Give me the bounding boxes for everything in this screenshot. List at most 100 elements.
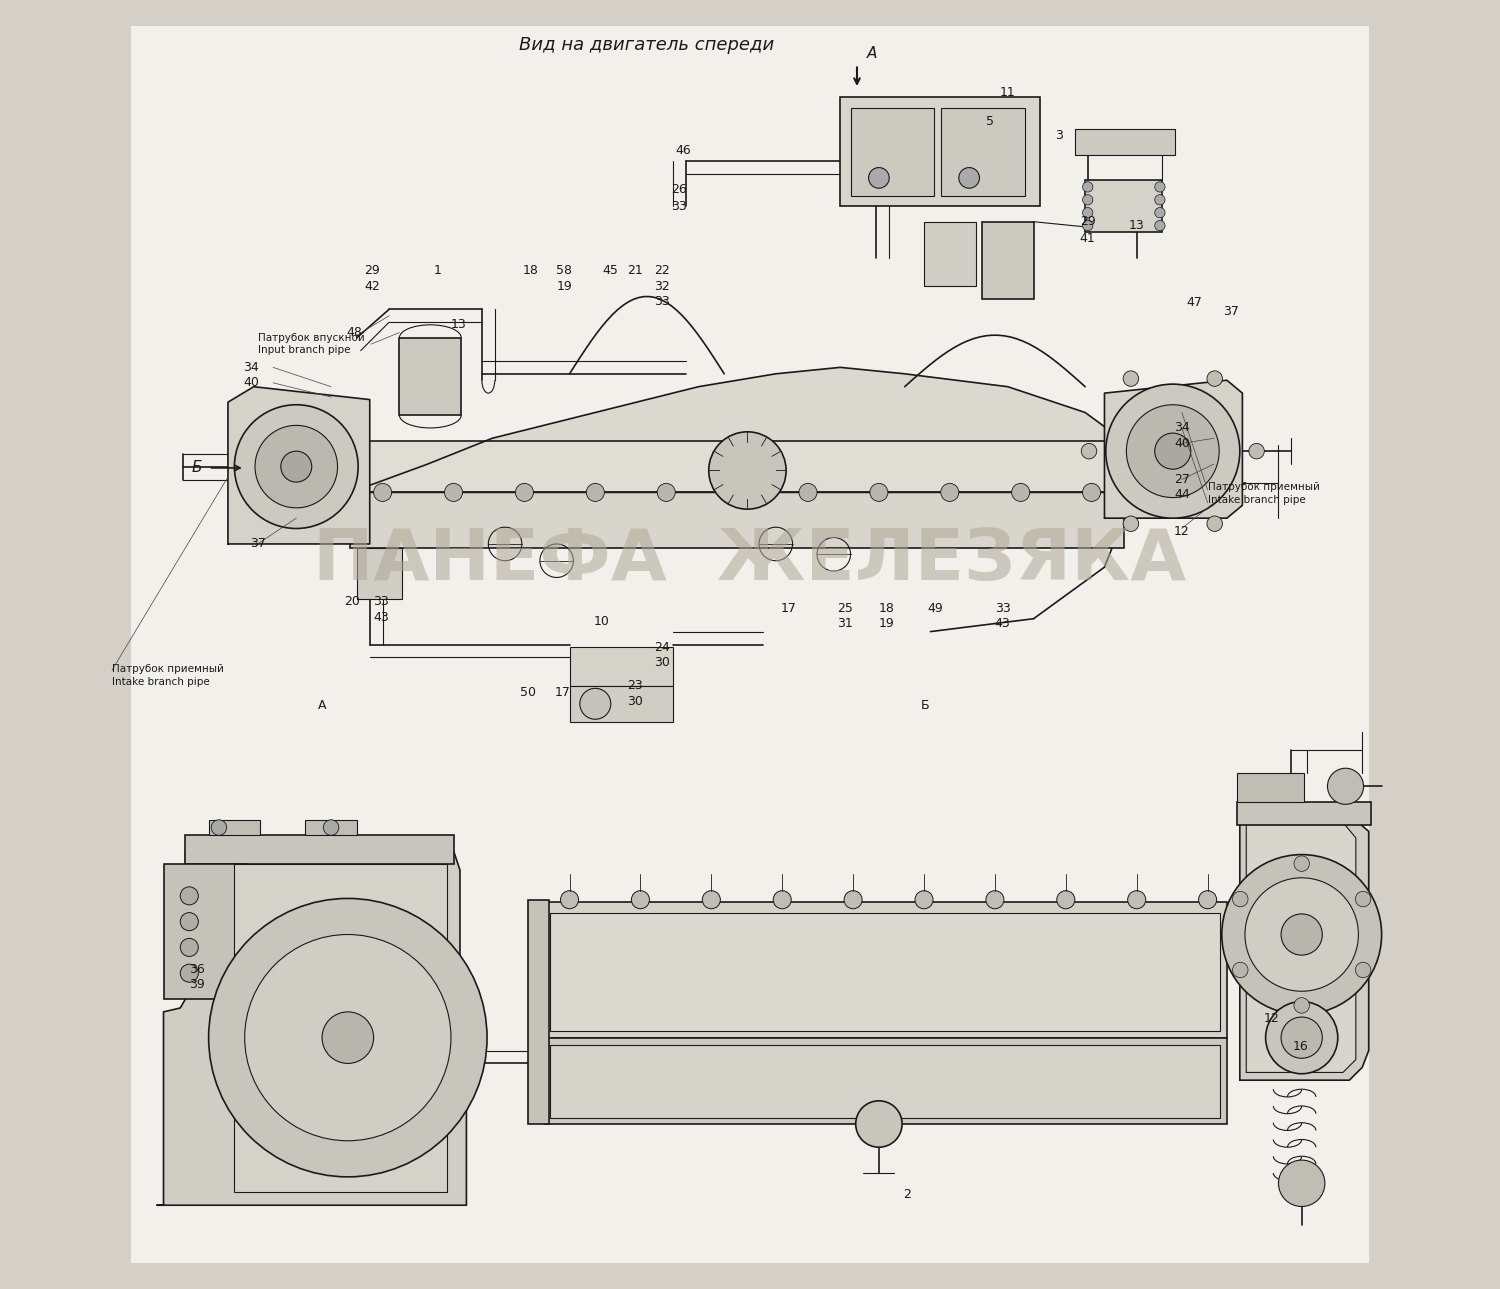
Text: 40: 40 — [243, 376, 260, 389]
Circle shape — [800, 483, 818, 501]
Circle shape — [958, 168, 980, 188]
Polygon shape — [1104, 380, 1242, 518]
Text: Патрубок приемный
Intake branch pipe: Патрубок приемный Intake branch pipe — [1208, 482, 1320, 505]
Text: Б: Б — [192, 460, 202, 476]
Circle shape — [870, 483, 888, 501]
Circle shape — [1198, 891, 1216, 909]
Text: 13: 13 — [1130, 219, 1144, 232]
Text: 36: 36 — [189, 963, 206, 976]
Bar — [982, 222, 1033, 299]
Circle shape — [1083, 220, 1094, 231]
Circle shape — [1233, 892, 1248, 907]
Circle shape — [1222, 855, 1382, 1014]
Bar — [1084, 180, 1162, 232]
Circle shape — [374, 483, 392, 501]
Text: 43: 43 — [374, 611, 388, 624]
Text: 17: 17 — [555, 686, 572, 699]
Circle shape — [180, 913, 198, 931]
Polygon shape — [1240, 815, 1368, 1080]
Circle shape — [844, 891, 862, 909]
Text: 30: 30 — [627, 695, 644, 708]
Circle shape — [1266, 1002, 1338, 1074]
Circle shape — [1328, 768, 1364, 804]
Text: 16: 16 — [1293, 1040, 1308, 1053]
Polygon shape — [1246, 822, 1356, 1072]
Circle shape — [868, 168, 889, 188]
Circle shape — [1124, 516, 1138, 531]
Circle shape — [1128, 891, 1146, 909]
Bar — [544, 902, 1227, 1038]
Bar — [399, 338, 462, 415]
Polygon shape — [158, 851, 466, 1205]
Text: 22: 22 — [654, 264, 670, 277]
Bar — [850, 108, 934, 196]
Bar — [544, 1038, 1227, 1124]
Text: 29: 29 — [1080, 215, 1095, 228]
Circle shape — [209, 898, 488, 1177]
Bar — [570, 686, 672, 722]
Circle shape — [1281, 1017, 1323, 1058]
Text: 27: 27 — [1174, 473, 1190, 486]
Circle shape — [632, 891, 650, 909]
Bar — [1076, 129, 1176, 155]
Circle shape — [1281, 914, 1323, 955]
Circle shape — [244, 935, 452, 1141]
Text: 12: 12 — [1174, 525, 1190, 538]
Circle shape — [1356, 892, 1371, 907]
Circle shape — [516, 483, 534, 501]
Circle shape — [580, 688, 610, 719]
Text: 10: 10 — [594, 615, 609, 628]
Text: 17: 17 — [780, 602, 796, 615]
Text: Б: Б — [921, 699, 930, 712]
Text: 30: 30 — [654, 656, 670, 669]
Text: 19: 19 — [879, 617, 894, 630]
Circle shape — [1155, 182, 1166, 192]
Circle shape — [255, 425, 338, 508]
Circle shape — [1083, 483, 1101, 501]
Circle shape — [702, 891, 720, 909]
Text: 18: 18 — [879, 602, 894, 615]
Text: A: A — [867, 45, 877, 61]
Circle shape — [1082, 443, 1096, 459]
Circle shape — [1294, 998, 1310, 1013]
Text: A: A — [318, 699, 327, 712]
Text: 1: 1 — [433, 264, 442, 277]
Text: 19: 19 — [556, 280, 573, 293]
Text: 33: 33 — [654, 295, 670, 308]
Bar — [528, 900, 549, 1124]
Bar — [357, 548, 402, 599]
Circle shape — [1208, 371, 1222, 387]
Text: 45: 45 — [603, 264, 618, 277]
Circle shape — [1245, 878, 1359, 991]
Bar — [840, 97, 1040, 206]
Circle shape — [211, 820, 226, 835]
Bar — [1238, 802, 1371, 825]
Circle shape — [1233, 962, 1248, 977]
Circle shape — [1106, 384, 1240, 518]
Circle shape — [1083, 208, 1094, 218]
Circle shape — [1124, 371, 1138, 387]
Text: 21: 21 — [627, 264, 644, 277]
Text: 48: 48 — [346, 326, 362, 339]
Circle shape — [324, 820, 339, 835]
Bar — [438, 1038, 466, 1076]
Bar — [924, 222, 975, 286]
Text: 12: 12 — [1264, 1012, 1280, 1025]
Text: 42: 42 — [364, 280, 380, 293]
Circle shape — [322, 1012, 374, 1063]
Text: 49: 49 — [927, 602, 944, 615]
Text: 31: 31 — [837, 617, 854, 630]
Text: 37: 37 — [1222, 305, 1239, 318]
Bar — [550, 1045, 1221, 1118]
Bar — [164, 864, 248, 999]
Circle shape — [1250, 443, 1264, 459]
Circle shape — [710, 432, 786, 509]
Text: 37: 37 — [249, 538, 266, 550]
Text: 13: 13 — [452, 318, 466, 331]
Circle shape — [180, 964, 198, 982]
Circle shape — [940, 483, 958, 501]
Bar — [351, 490, 1124, 548]
Circle shape — [986, 891, 1004, 909]
Bar — [940, 108, 1024, 196]
Bar — [351, 441, 1124, 492]
